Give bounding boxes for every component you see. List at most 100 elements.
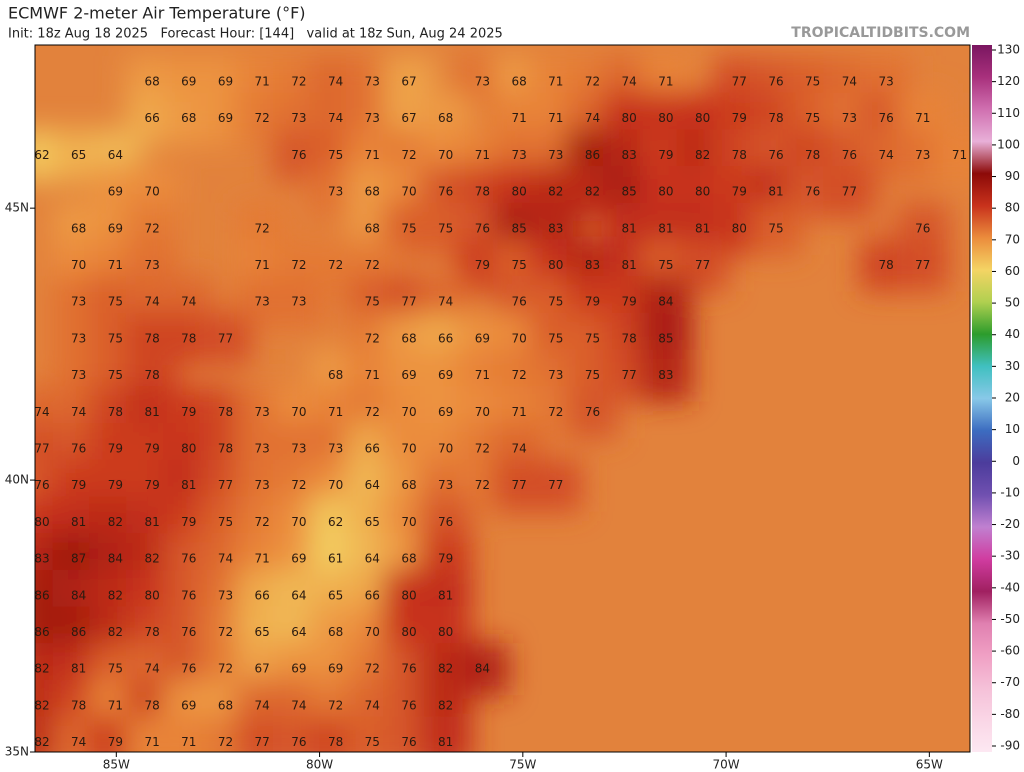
colorbar-tick-label: -60 xyxy=(1000,644,1020,658)
station-temperature: 79 xyxy=(181,405,196,419)
station-temperature: 74 xyxy=(181,295,196,309)
station-temperature: 81 xyxy=(181,478,196,492)
station-temperature: 73 xyxy=(365,111,380,125)
station-temperature: 84 xyxy=(475,662,490,676)
station-temperature: 75 xyxy=(108,368,123,382)
station-temperature: 64 xyxy=(291,588,306,602)
station-temperature: 79 xyxy=(438,552,453,566)
station-temperature: 76 xyxy=(291,148,306,162)
station-temperature: 82 xyxy=(34,698,49,712)
station-temperature: 71 xyxy=(255,258,270,272)
station-temperature: 78 xyxy=(878,258,893,272)
colorbar-tick-label: -30 xyxy=(1000,549,1020,563)
station-temperature: 79 xyxy=(108,442,123,456)
station-temperature: 79 xyxy=(658,148,673,162)
station-temperature: 80 xyxy=(548,258,563,272)
station-temperature: 77 xyxy=(695,258,710,272)
lon-tick-label: 85W xyxy=(103,758,130,772)
station-temperature: 79 xyxy=(475,258,490,272)
station-temperature: 65 xyxy=(71,148,86,162)
station-temperature: 70 xyxy=(401,442,416,456)
colorbar-tick-label: 130 xyxy=(997,43,1020,57)
station-temperature: 74 xyxy=(365,698,380,712)
station-temperature: 68 xyxy=(71,221,86,235)
station-temperature: 71 xyxy=(511,405,526,419)
station-temperature: 70 xyxy=(438,442,453,456)
lat-tick-label: 35N xyxy=(5,745,29,759)
station-temperature: 86 xyxy=(71,625,86,639)
temperature-cell xyxy=(823,166,876,219)
station-temperature: 71 xyxy=(108,258,123,272)
station-temperature: 72 xyxy=(365,405,380,419)
station-temperature: 76 xyxy=(842,148,857,162)
station-temperature: 71 xyxy=(548,75,563,89)
station-temperature: 81 xyxy=(144,405,159,419)
station-temperature: 69 xyxy=(218,75,233,89)
station-temperature: 75 xyxy=(511,258,526,272)
station-temperature: 77 xyxy=(255,735,270,749)
station-temperature: 76 xyxy=(401,662,416,676)
station-temperature: 68 xyxy=(144,75,159,89)
station-temperature: 74 xyxy=(71,405,86,419)
station-temperature: 64 xyxy=(291,625,306,639)
lat-tick-label: 45N xyxy=(5,201,29,215)
axes: 85W 80W 75W 70W 65W45N40N35N1301201101009080… xyxy=(5,43,1020,772)
station-temperature: 72 xyxy=(365,331,380,345)
station-temperature: 71 xyxy=(144,735,159,749)
station-temperature: 72 xyxy=(365,258,380,272)
station-temperature: 70 xyxy=(328,478,343,492)
station-temperature: 75 xyxy=(108,331,123,345)
station-temperature: 79 xyxy=(585,295,600,309)
station-temperature: 73 xyxy=(71,295,86,309)
colorbar-tick-label: -90 xyxy=(1000,739,1020,753)
station-temperature: 74 xyxy=(438,295,453,309)
station-temperature: 73 xyxy=(255,478,270,492)
temperature-cell xyxy=(529,459,582,512)
colorbar-tick-label: -50 xyxy=(1000,612,1020,626)
station-temperature: 74 xyxy=(144,295,159,309)
station-temperature: 77 xyxy=(842,185,857,199)
temperature-cell xyxy=(199,312,252,365)
colorbar-tick-label: 50 xyxy=(1005,296,1020,310)
station-temperature: 74 xyxy=(144,662,159,676)
station-temperature: 81 xyxy=(71,662,86,676)
station-temperature: 71 xyxy=(475,148,490,162)
station-temperature: 78 xyxy=(71,698,86,712)
station-temperature: 80 xyxy=(695,111,710,125)
station-temperature: 72 xyxy=(365,662,380,676)
station-temperature: 72 xyxy=(475,442,490,456)
station-temperature: 78 xyxy=(805,148,820,162)
station-temperature: 76 xyxy=(475,221,490,235)
station-temperature: 80 xyxy=(401,588,416,602)
station-temperature: 80 xyxy=(438,625,453,639)
station-temperature: 81 xyxy=(622,221,637,235)
station-temperature: 67 xyxy=(401,111,416,125)
station-temperature: 71 xyxy=(181,735,196,749)
station-temperature: 72 xyxy=(328,258,343,272)
station-temperature: 74 xyxy=(328,111,343,125)
station-temperature: 83 xyxy=(585,258,600,272)
station-temperature: 73 xyxy=(291,295,306,309)
station-temperature: 68 xyxy=(181,111,196,125)
station-temperature: 76 xyxy=(438,185,453,199)
station-temperature: 74 xyxy=(622,75,637,89)
station-temperature: 71 xyxy=(952,148,967,162)
colorbar-tick-label: 30 xyxy=(1005,359,1020,373)
station-temperature: 84 xyxy=(108,552,123,566)
station-temperature: 80 xyxy=(181,442,196,456)
station-temperature: 70 xyxy=(71,258,86,272)
station-temperature: 80 xyxy=(144,588,159,602)
station-temperature: 85 xyxy=(622,185,637,199)
lon-tick-label: 75W xyxy=(509,758,536,772)
station-temperature: 76 xyxy=(768,148,783,162)
station-temperature: 69 xyxy=(108,185,123,199)
colorbar-tick-label: 70 xyxy=(1005,232,1020,246)
station-temperature: 76 xyxy=(401,735,416,749)
station-temperature: 70 xyxy=(291,405,306,419)
station-temperature: 83 xyxy=(548,221,563,235)
station-temperature: 69 xyxy=(181,75,196,89)
station-temperature: 71 xyxy=(915,111,930,125)
station-temperature: 73 xyxy=(842,111,857,125)
station-temperature: 73 xyxy=(548,368,563,382)
station-temperature: 75 xyxy=(805,111,820,125)
